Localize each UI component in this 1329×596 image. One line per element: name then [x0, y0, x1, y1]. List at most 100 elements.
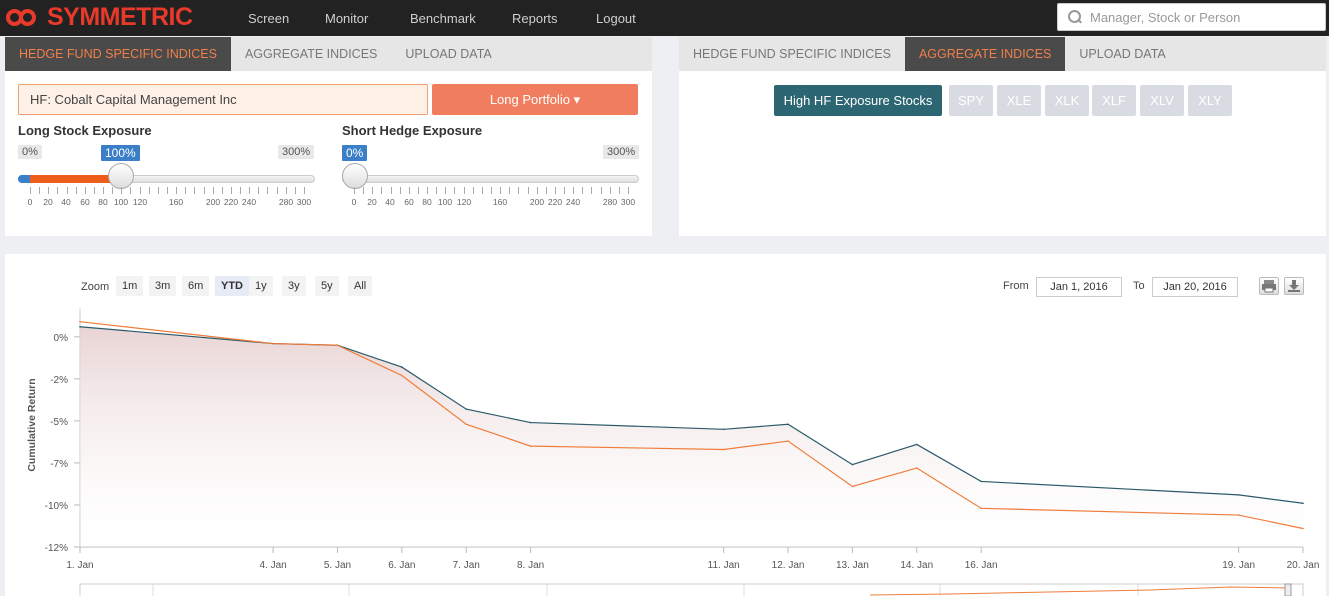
slider-tick	[545, 187, 547, 194]
short-slider-tick-labels: 0 20 40 60 80 100 120 160 200 220 240 28…	[342, 197, 639, 209]
y-tick-label: -10%	[45, 501, 68, 512]
navigator-handle	[1284, 583, 1292, 596]
zoom-3m-button[interactable]: 3m	[149, 276, 177, 296]
data-point	[272, 342, 274, 345]
short-slider-handle[interactable]	[342, 163, 368, 189]
zoom-3y-button[interactable]: 3y	[282, 276, 306, 296]
slider-tick	[536, 187, 538, 194]
slider-tick	[454, 187, 456, 194]
y-tick-label: -5%	[50, 417, 68, 428]
slider-tick	[185, 187, 187, 194]
ticker-xle-button[interactable]: XLE	[997, 85, 1041, 116]
slider-tick	[463, 187, 465, 194]
slider-tick	[436, 187, 438, 194]
data-point	[465, 408, 468, 410]
slider-tick	[240, 187, 242, 194]
nav-logout[interactable]: Logout	[596, 11, 636, 26]
slider-tick	[66, 187, 68, 194]
long-slider-track[interactable]	[18, 175, 315, 183]
x-tick-label: 8. Jan	[517, 560, 544, 571]
tick-label: 0	[27, 197, 33, 207]
slider-tick	[372, 187, 374, 194]
long-slider-fill-start	[18, 175, 30, 183]
long-slider-handle[interactable]	[108, 163, 134, 189]
tick-label: 80	[98, 197, 108, 207]
tab-upload-data[interactable]: UPLOAD DATA	[1079, 47, 1166, 61]
x-tick-label: 19. Jan	[1222, 560, 1255, 571]
zoom-5y-button[interactable]: 5y	[315, 276, 339, 296]
ticker-xlk-button[interactable]: XLK	[1045, 85, 1089, 116]
x-tick-label: 13. Jan	[836, 560, 869, 571]
tab-aggregate-indices[interactable]: AGGREGATE INDICES	[904, 37, 1066, 71]
x-tick-label: 16. Jan	[965, 560, 998, 571]
y-tick-label: -2%	[50, 375, 68, 386]
export-button[interactable]	[1284, 277, 1304, 295]
slider-tick	[103, 187, 105, 194]
to-date-input[interactable]: Jan 20, 2016	[1152, 277, 1238, 297]
portfolio-dropdown-button[interactable]: Long Portfolio ▾	[432, 84, 638, 115]
slider-tick	[30, 187, 31, 194]
slider-tick	[203, 187, 205, 194]
slider-tick	[628, 187, 629, 194]
nav-benchmark[interactable]: Benchmark	[410, 11, 476, 26]
fund-input[interactable]: HF: Cobalt Capital Management Inc	[18, 84, 428, 115]
slider-tick	[354, 187, 355, 194]
data-point	[1302, 502, 1304, 505]
ticker-xlf-button[interactable]: XLF	[1092, 85, 1136, 116]
to-label: To	[1133, 280, 1145, 292]
tick-label: 200	[205, 197, 221, 207]
slider-tick	[39, 187, 41, 194]
short-max-label: 300%	[603, 145, 640, 159]
slider-tick	[285, 187, 287, 194]
y-tick-label: -12%	[45, 543, 68, 554]
data-point	[915, 443, 918, 446]
right-panel: HEDGE FUND SPECIFIC INDICES AGGREGATE IN…	[679, 37, 1326, 236]
slider-tick	[600, 187, 602, 194]
search-input[interactable]	[1090, 9, 1310, 25]
nav-screen[interactable]: Screen	[248, 11, 290, 26]
zoom-ytd-button[interactable]: YTD	[215, 276, 249, 296]
data-point	[529, 445, 532, 447]
high-hf-exposure-button[interactable]: High HF Exposure Stocks	[774, 85, 942, 116]
tab-upload-data[interactable]: UPLOAD DATA	[405, 47, 492, 61]
ticker-xly-button[interactable]: XLY	[1188, 85, 1232, 116]
nav-reports[interactable]: Reports	[512, 11, 558, 26]
slider-tick	[75, 187, 77, 194]
zoom-all-button[interactable]: All	[348, 276, 373, 296]
tick-label: 300	[296, 197, 312, 207]
tab-aggregate-indices[interactable]: AGGREGATE INDICES	[244, 47, 378, 61]
slider-tick	[276, 187, 278, 194]
tick-label: 80	[422, 197, 432, 207]
ticker-xlv-button[interactable]: XLV	[1140, 85, 1184, 116]
zoom-label: Zoom	[81, 281, 110, 293]
zoom-6m-button[interactable]: 6m	[182, 276, 210, 296]
symmetric-logo[interactable]: SYMMETRIC	[6, 5, 193, 30]
nav-monitor[interactable]: Monitor	[325, 11, 369, 26]
tab-hedge-fund-specific[interactable]: HEDGE FUND SPECIFIC INDICES	[5, 37, 231, 71]
slider-tick	[230, 187, 232, 194]
logo-mark-icon	[6, 6, 44, 28]
tab-hedge-fund-specific[interactable]: HEDGE FUND SPECIFIC INDICES	[693, 47, 891, 61]
slider-tick	[258, 187, 260, 194]
slider-tick	[481, 187, 483, 194]
slider-tick	[509, 187, 511, 194]
x-tick-label: 1. Jan	[66, 560, 93, 571]
slider-tick	[48, 187, 50, 194]
tick-label: 160	[168, 197, 184, 207]
slider-tick	[267, 187, 269, 194]
data-point	[336, 344, 339, 347]
tick-label: 0	[351, 197, 357, 207]
print-button[interactable]	[1259, 277, 1279, 295]
long-value-label: 100%	[101, 145, 140, 161]
slider-tick	[93, 187, 95, 194]
slider-tick	[148, 187, 150, 194]
slider-tick	[84, 187, 86, 194]
data-point	[1302, 527, 1304, 530]
data-point	[980, 480, 982, 483]
zoom-1y-button[interactable]: 1y	[249, 276, 273, 296]
ticker-spy-button[interactable]: SPY	[949, 85, 993, 116]
tick-label: 120	[132, 197, 148, 207]
from-date-input[interactable]: Jan 1, 2016	[1036, 277, 1122, 297]
zoom-1m-button[interactable]: 1m	[116, 276, 144, 296]
